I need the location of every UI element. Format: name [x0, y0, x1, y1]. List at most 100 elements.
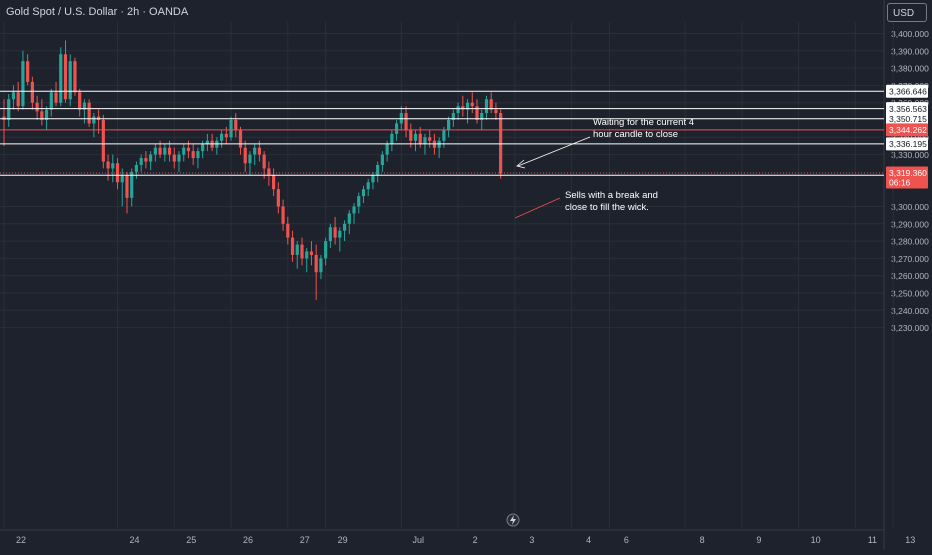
candle-bullish	[44, 109, 49, 120]
level-price-tag	[886, 84, 928, 98]
y-tick-label: 3,230.000	[891, 323, 929, 333]
candle-bullish	[451, 113, 455, 120]
annotation-arrowhead	[516, 159, 526, 169]
candle-bearish	[499, 113, 503, 174]
level-price-label: 3,350.715	[889, 114, 927, 124]
level-price-label: 3,344.262	[889, 125, 927, 135]
candle-bearish	[475, 106, 479, 120]
candle-bullish	[465, 102, 470, 110]
candle-bullish	[394, 123, 399, 134]
candle-bearish	[35, 102, 39, 112]
candle-bearish	[267, 168, 271, 176]
y-tick-label: 3,380.000	[891, 64, 929, 74]
candle-bearish	[418, 133, 422, 145]
candle-bullish	[21, 61, 25, 107]
level-price-label: 3,336.195	[889, 139, 927, 149]
candle-bearish	[470, 102, 474, 107]
candle-bearish	[101, 120, 105, 162]
candle-bullish	[366, 182, 370, 190]
candle-bullish	[111, 163, 115, 169]
candle-bearish	[191, 151, 195, 159]
candle-bullish	[130, 171, 134, 198]
level-price-tag	[886, 102, 928, 116]
candle-bullish	[390, 133, 394, 145]
candle-bearish	[428, 137, 432, 141]
candle-bullish	[139, 158, 143, 165]
candle-bullish	[248, 154, 252, 164]
level-price-label: 3,356.563	[889, 104, 927, 114]
x-tick-label: 3	[529, 535, 534, 545]
candle-bullish	[319, 258, 323, 273]
level-price-label: 3,366.646	[889, 86, 927, 96]
candle-bearish	[238, 130, 243, 148]
candle-bearish	[73, 61, 77, 93]
symbol-title[interactable]: Gold Spot / U.S. Dollar · 2h · OANDA	[6, 6, 189, 18]
candle-bearish	[461, 106, 465, 110]
y-tick-label: 3,240.000	[891, 306, 929, 316]
candle-bullish	[201, 144, 205, 152]
candle-bullish	[484, 99, 489, 114]
x-tick-label: 27	[300, 535, 310, 545]
y-tick-label: 3,270.000	[891, 254, 929, 264]
candle-bullish	[253, 147, 257, 155]
candle-bullish	[205, 140, 209, 145]
candle-bearish	[234, 120, 238, 131]
candle-bearish	[125, 175, 129, 198]
candle-bullish	[324, 241, 328, 259]
x-tick-label: 8	[700, 535, 705, 545]
candle-bearish	[106, 161, 110, 169]
candle-bullish	[182, 147, 186, 155]
candle-bullish	[480, 113, 484, 120]
y-tick-label: 3,280.000	[891, 237, 929, 247]
candle-bearish	[286, 223, 290, 238]
y-tick-label: 3,250.000	[891, 289, 929, 299]
candle-bearish	[40, 111, 44, 120]
candle-bullish	[59, 54, 63, 103]
candle-bullish	[153, 147, 157, 155]
candle-bearish	[404, 113, 408, 131]
candle-bullish	[328, 227, 332, 242]
candle-bullish	[347, 213, 351, 224]
candle-bullish	[229, 120, 233, 138]
candle-bearish	[243, 147, 247, 164]
level-price-tag	[886, 112, 928, 126]
y-tick-label: 3,290.000	[891, 219, 929, 229]
candle-bearish	[409, 130, 413, 141]
candle-bullish	[295, 244, 299, 255]
candle-bearish	[63, 54, 68, 100]
candle-bearish	[186, 147, 191, 152]
candle-bullish	[385, 144, 389, 155]
candle-bullish	[352, 206, 356, 214]
annotation-text: close to fill the wick.	[565, 202, 649, 213]
candle-bullish	[361, 189, 366, 197]
candle-bearish	[276, 189, 280, 207]
lightning-glyph	[510, 515, 516, 525]
candle-bearish	[224, 133, 228, 138]
candle-bullish	[11, 92, 16, 100]
candle-bearish	[314, 254, 318, 273]
candle-bullish	[92, 116, 96, 124]
x-tick-label: 11	[868, 535, 877, 545]
candle-bullish	[7, 99, 11, 120]
currency-button[interactable]: USD	[887, 3, 927, 22]
y-tick-label: 3,260.000	[891, 271, 929, 281]
level-price-tag	[886, 123, 928, 137]
y-tick-label: 3,400.000	[891, 29, 929, 39]
candle-bearish	[87, 102, 91, 124]
x-tick-label: Jul	[413, 535, 425, 545]
candle-bearish	[16, 92, 20, 107]
candle-bullish	[456, 106, 460, 114]
x-tick-label: 13	[905, 535, 915, 545]
x-tick-label: 24	[130, 535, 140, 545]
annotation-text: Sells with a break and	[565, 190, 658, 201]
candle-bullish	[82, 102, 87, 110]
candle-bullish	[149, 154, 153, 162]
x-tick-label: 22	[16, 535, 26, 545]
y-tick-label: 3,300.000	[891, 202, 929, 212]
candle-bullish	[163, 147, 167, 155]
candle-bearish	[300, 244, 304, 259]
annotation-arrow	[517, 136, 591, 167]
candle-bearish	[78, 92, 82, 110]
